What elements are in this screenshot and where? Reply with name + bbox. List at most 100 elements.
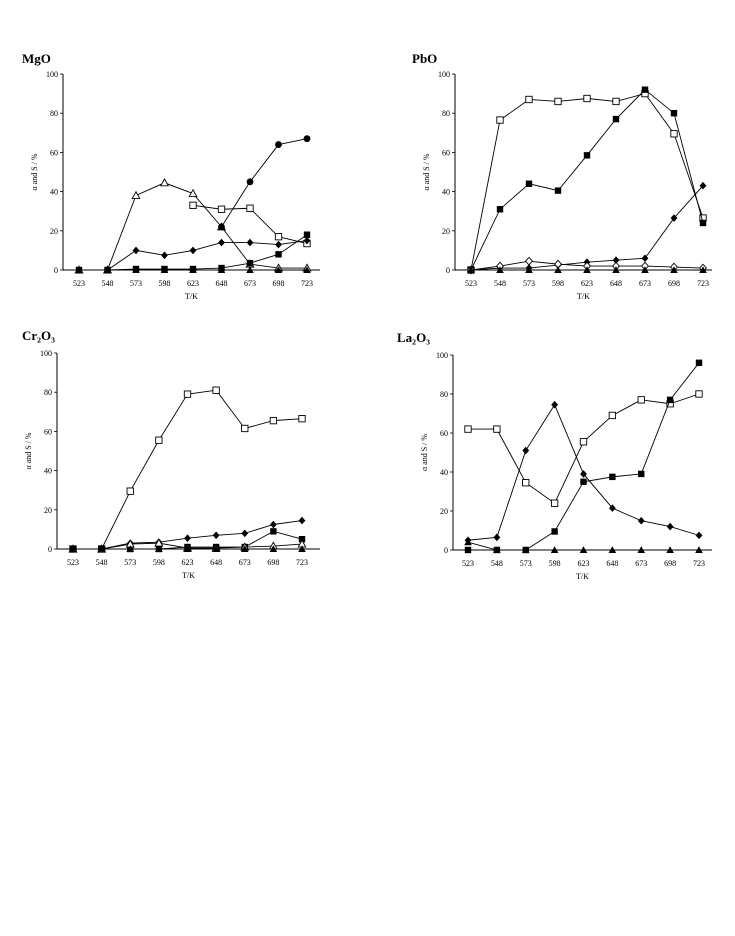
x-tick-label: 523	[465, 279, 477, 288]
data-point-triangle-open	[188, 188, 198, 198]
data-point-square-filled	[670, 110, 678, 117]
data-point-triangle-filled	[695, 546, 703, 553]
data-point-triangle-filled	[303, 266, 311, 273]
data-point-square-open	[496, 116, 504, 124]
x-tick-label: 523	[67, 558, 79, 567]
data-point-diamond-filled	[303, 236, 311, 245]
data-point-triangle-filled	[670, 266, 678, 273]
x-tick-label: 673	[635, 559, 647, 568]
x-tick-label: 573	[124, 558, 136, 567]
y-tick-label: 20	[440, 507, 448, 516]
data-point-triangle-filled	[464, 538, 472, 546]
series-line	[468, 393, 700, 504]
x-tick-label: 673	[244, 279, 256, 288]
y-tick-label: 0	[48, 545, 52, 554]
data-point-circle-filled	[246, 178, 254, 186]
data-point-square-filled	[246, 259, 254, 267]
y-tick-label: 20	[50, 227, 58, 236]
x-tick-label: 723	[697, 279, 709, 288]
data-point-triangle-filled	[212, 545, 220, 552]
data-point-diamond-filled	[218, 238, 225, 247]
y-tick-label: 80	[44, 388, 52, 397]
data-point-triangle-filled	[579, 546, 588, 553]
data-point-square-filled	[695, 359, 703, 366]
series-square-open	[467, 89, 707, 274]
y-tick-label: 100	[436, 351, 448, 360]
x-tick-label: 648	[610, 279, 622, 288]
chart-title: Cr₂O₃	[22, 328, 55, 343]
data-point-diamond-filled	[298, 516, 306, 525]
data-point-square-open	[246, 204, 254, 212]
data-point-square-open	[637, 396, 645, 404]
data-point-square-open	[464, 425, 472, 433]
data-point-triangle-filled	[103, 266, 112, 273]
y-tick-label: 0	[444, 546, 448, 555]
data-point-triangle-filled	[608, 546, 617, 553]
data-point-triangle-filled	[641, 266, 649, 273]
chart-3: Cr₂O₃ 0 20 40 60 80 100 523 548 573 598 623 648 673 69…	[22, 328, 320, 580]
x-tick-label: 723	[296, 558, 308, 567]
x-tick-label: 698	[267, 558, 279, 567]
series-line	[470, 89, 704, 271]
y-axis-label: α and S / %	[422, 153, 431, 190]
data-point-triangle-filled	[554, 266, 562, 273]
data-point-triangle-filled	[246, 266, 254, 273]
data-point-triangle-filled	[496, 266, 504, 273]
data-point-triangle-filled	[493, 546, 501, 553]
data-point-diamond-open	[524, 256, 534, 266]
data-point-diamond-filled	[275, 240, 282, 249]
data-point-square-filled	[583, 152, 591, 159]
x-tick-label: 623	[581, 279, 593, 288]
data-point-triangle-filled	[155, 545, 163, 552]
data-point-diamond-filled	[246, 238, 254, 247]
data-point-square-open	[217, 205, 226, 213]
data-point-square-open	[212, 386, 220, 394]
x-tick-label: 573	[520, 559, 532, 568]
data-point-triangle-filled	[637, 546, 646, 553]
y-tick-label: 40	[44, 467, 52, 476]
x-tick-label: 598	[159, 279, 171, 288]
data-point-square-open	[493, 425, 501, 433]
data-point-diamond-filled	[189, 246, 197, 255]
data-point-diamond-filled	[493, 533, 501, 542]
y-tick-label: 100	[438, 70, 450, 79]
data-point-triangle-filled	[240, 545, 249, 552]
data-point-square-filled	[641, 86, 649, 93]
data-point-square-open	[525, 95, 533, 104]
data-point-square-open	[583, 94, 591, 103]
data-point-square-open	[608, 411, 617, 420]
y-tick-label: 40	[440, 468, 448, 477]
series-triangle-open	[74, 178, 312, 274]
data-point-square-open	[695, 390, 703, 398]
data-point-triangle-filled	[97, 545, 106, 552]
x-axis-label: T/K	[576, 572, 589, 581]
data-point-triangle-filled	[521, 546, 530, 553]
data-point-square-filled	[270, 528, 277, 535]
chart-title: La₂O₃	[397, 330, 430, 345]
data-point-square-open	[269, 416, 278, 425]
chart-title: MgO	[22, 51, 51, 66]
data-point-square-filled	[464, 546, 472, 554]
data-point-square-open	[274, 233, 283, 241]
data-point-square-open	[126, 487, 134, 495]
data-point-triangle-filled	[69, 545, 77, 552]
y-tick-label: 40	[50, 188, 58, 197]
data-point-square-open	[579, 438, 588, 446]
data-point-triangle-open	[159, 178, 170, 187]
x-tick-label: 523	[462, 559, 474, 568]
x-tick-label: 648	[210, 558, 222, 567]
x-axis-label: T/K	[182, 571, 195, 580]
series-triangle-filled	[467, 266, 707, 273]
data-point-circle-filled	[218, 223, 225, 231]
y-tick-label: 20	[44, 506, 52, 515]
data-point-triangle-filled	[699, 266, 707, 273]
data-point-square-filled	[303, 231, 311, 238]
data-point-circle-filled	[303, 135, 311, 143]
y-tick-label: 0	[54, 266, 58, 275]
y-tick-label: 60	[442, 148, 450, 157]
series-square-filled	[467, 86, 707, 274]
data-point-square-filled	[496, 206, 504, 213]
data-point-square-filled	[612, 115, 620, 123]
x-axis-label: T/K	[185, 292, 198, 301]
